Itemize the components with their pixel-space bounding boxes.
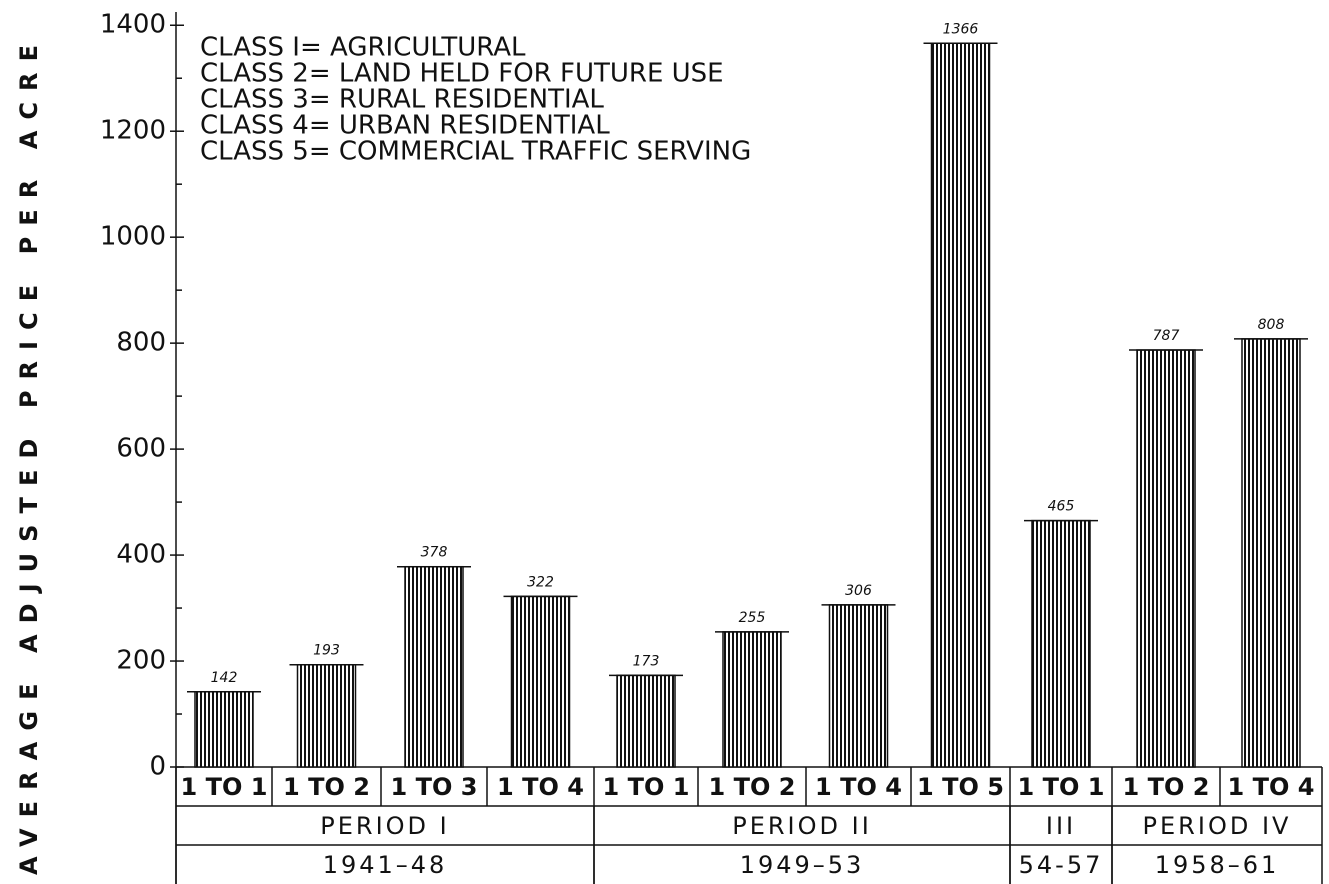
x-tick-label: 1 TO 2 [1123, 773, 1210, 801]
bar [510, 595, 571, 768]
legend-entry: CLASS 5= COMMERCIAL TRAFFIC SERVING [200, 137, 751, 167]
value-label: 193 [313, 643, 340, 659]
value-label: 787 [1153, 328, 1180, 344]
value-label: 306 [845, 583, 872, 599]
x-tick-label: 1 TO 1 [181, 773, 268, 801]
x-tick-label: 1 TO 5 [917, 773, 1004, 801]
x-tick-label: 1 TO 1 [1018, 773, 1105, 801]
x-tick-label: 1 TO 4 [815, 773, 902, 801]
x-tick-label: 1 TO 4 [497, 773, 584, 801]
legend-entry: CLASS 2= LAND HELD FOR FUTURE USE [200, 59, 724, 89]
y-tick-label: 1400 [100, 10, 166, 40]
value-label: 142 [211, 670, 238, 686]
value-label: 465 [1048, 499, 1075, 515]
legend-entry: CLASS I= AGRICULTURAL [200, 33, 526, 63]
value-label: 255 [739, 610, 766, 626]
value-label: 1366 [943, 21, 979, 37]
y-tick-label: 1000 [100, 222, 166, 252]
value-label: 173 [633, 653, 660, 669]
y-tick-label: 200 [116, 646, 166, 676]
x-tick-label: 1 TO 4 [1228, 773, 1315, 801]
legend-entry: CLASS 3= RURAL RESIDENTIAL [200, 85, 604, 115]
period-label: PERIOD II [732, 812, 872, 840]
x-tick-label: 1 TO 1 [603, 773, 690, 801]
y-tick-label: 1200 [100, 116, 166, 146]
y-tick-label: 800 [116, 328, 166, 358]
bar [1136, 349, 1196, 768]
period-label: PERIOD IV [1143, 812, 1292, 840]
y-axis-label: AVERAGE ADJUSTED PRICE PER ACRE [15, 45, 43, 875]
year-label: 1958–61 [1155, 851, 1280, 879]
bar [404, 565, 464, 768]
bar [930, 42, 991, 768]
bar [1031, 519, 1091, 768]
year-label: 1941–48 [323, 851, 448, 879]
x-tick-label: 1 TO 2 [283, 773, 370, 801]
y-tick-label: 600 [116, 434, 166, 464]
bar [616, 674, 676, 768]
value-label: 378 [421, 545, 448, 561]
x-tick-label: 1 TO 2 [709, 773, 796, 801]
y-tick-label: 400 [116, 540, 166, 570]
y-tick-label: 0 [149, 752, 166, 782]
value-label: 322 [527, 574, 554, 590]
year-label: 1949–53 [740, 851, 865, 879]
bar [1241, 338, 1301, 768]
year-label: 54-57 [1019, 851, 1104, 879]
bar [296, 663, 357, 768]
period-label: III [1046, 812, 1076, 840]
x-tick-label: 1 TO 3 [391, 773, 478, 801]
period-label: PERIOD I [320, 812, 449, 840]
value-label: 808 [1258, 317, 1285, 333]
bar [194, 691, 254, 768]
bar [828, 604, 889, 768]
bar [722, 631, 782, 768]
legend-entry: CLASS 4= URBAN RESIDENTIAL [200, 111, 610, 141]
